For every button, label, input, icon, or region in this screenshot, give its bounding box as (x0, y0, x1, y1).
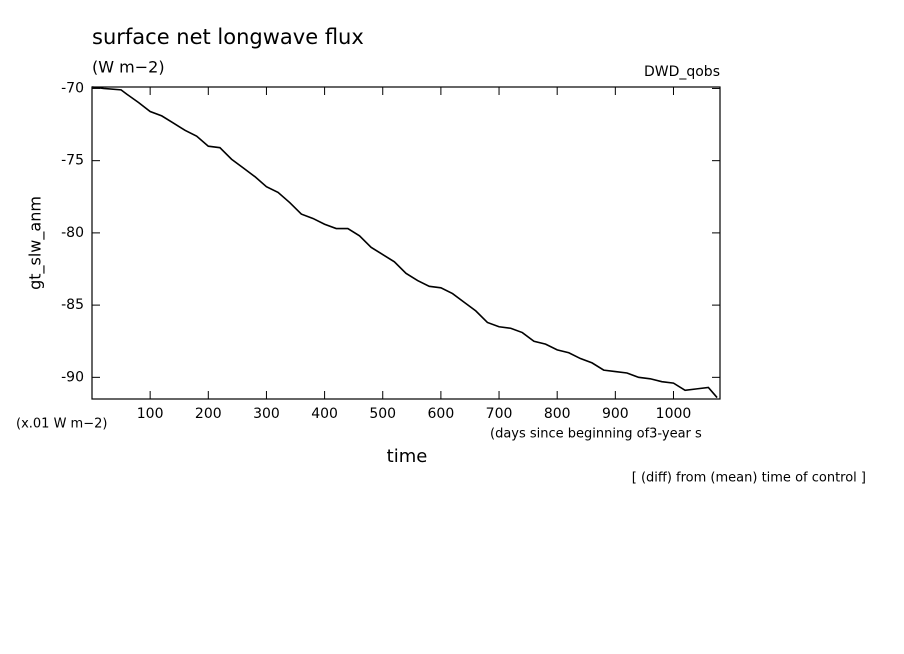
x-axis-label: time (387, 446, 428, 467)
chart-title: surface net longwave flux (92, 25, 364, 49)
x-tick-label: 1000 (656, 406, 692, 422)
y-tick-label: -90 (61, 369, 84, 385)
annotation: DWD_qobs (644, 64, 720, 80)
y-units: (x.01 W m−2) (16, 417, 107, 432)
plot-frame (91, 86, 721, 400)
y-tick-label: -70 (61, 80, 84, 96)
footnote: [ (diff) from (mean) time of control ] (632, 471, 866, 486)
x-units: (days since beginning of3-year s (490, 427, 702, 442)
data-line (91, 86, 718, 399)
x-tick-label: 800 (544, 406, 571, 422)
chart-subtitle: (W m−2) (92, 58, 165, 77)
x-tick-label: 600 (428, 406, 455, 422)
y-tick-label: -80 (61, 225, 84, 241)
x-tick-label: 700 (486, 406, 513, 422)
x-tick-label: 200 (195, 406, 222, 422)
y-axis-label: gt_slw_anm (26, 196, 46, 290)
x-tick-label: 500 (369, 406, 396, 422)
y-tick-label: -75 (61, 153, 84, 169)
x-tick-label: 300 (253, 406, 280, 422)
x-tick-label: 400 (311, 406, 338, 422)
y-tick-label: -85 (61, 297, 84, 313)
x-tick-label: 100 (137, 406, 164, 422)
x-tick-label: 900 (602, 406, 629, 422)
